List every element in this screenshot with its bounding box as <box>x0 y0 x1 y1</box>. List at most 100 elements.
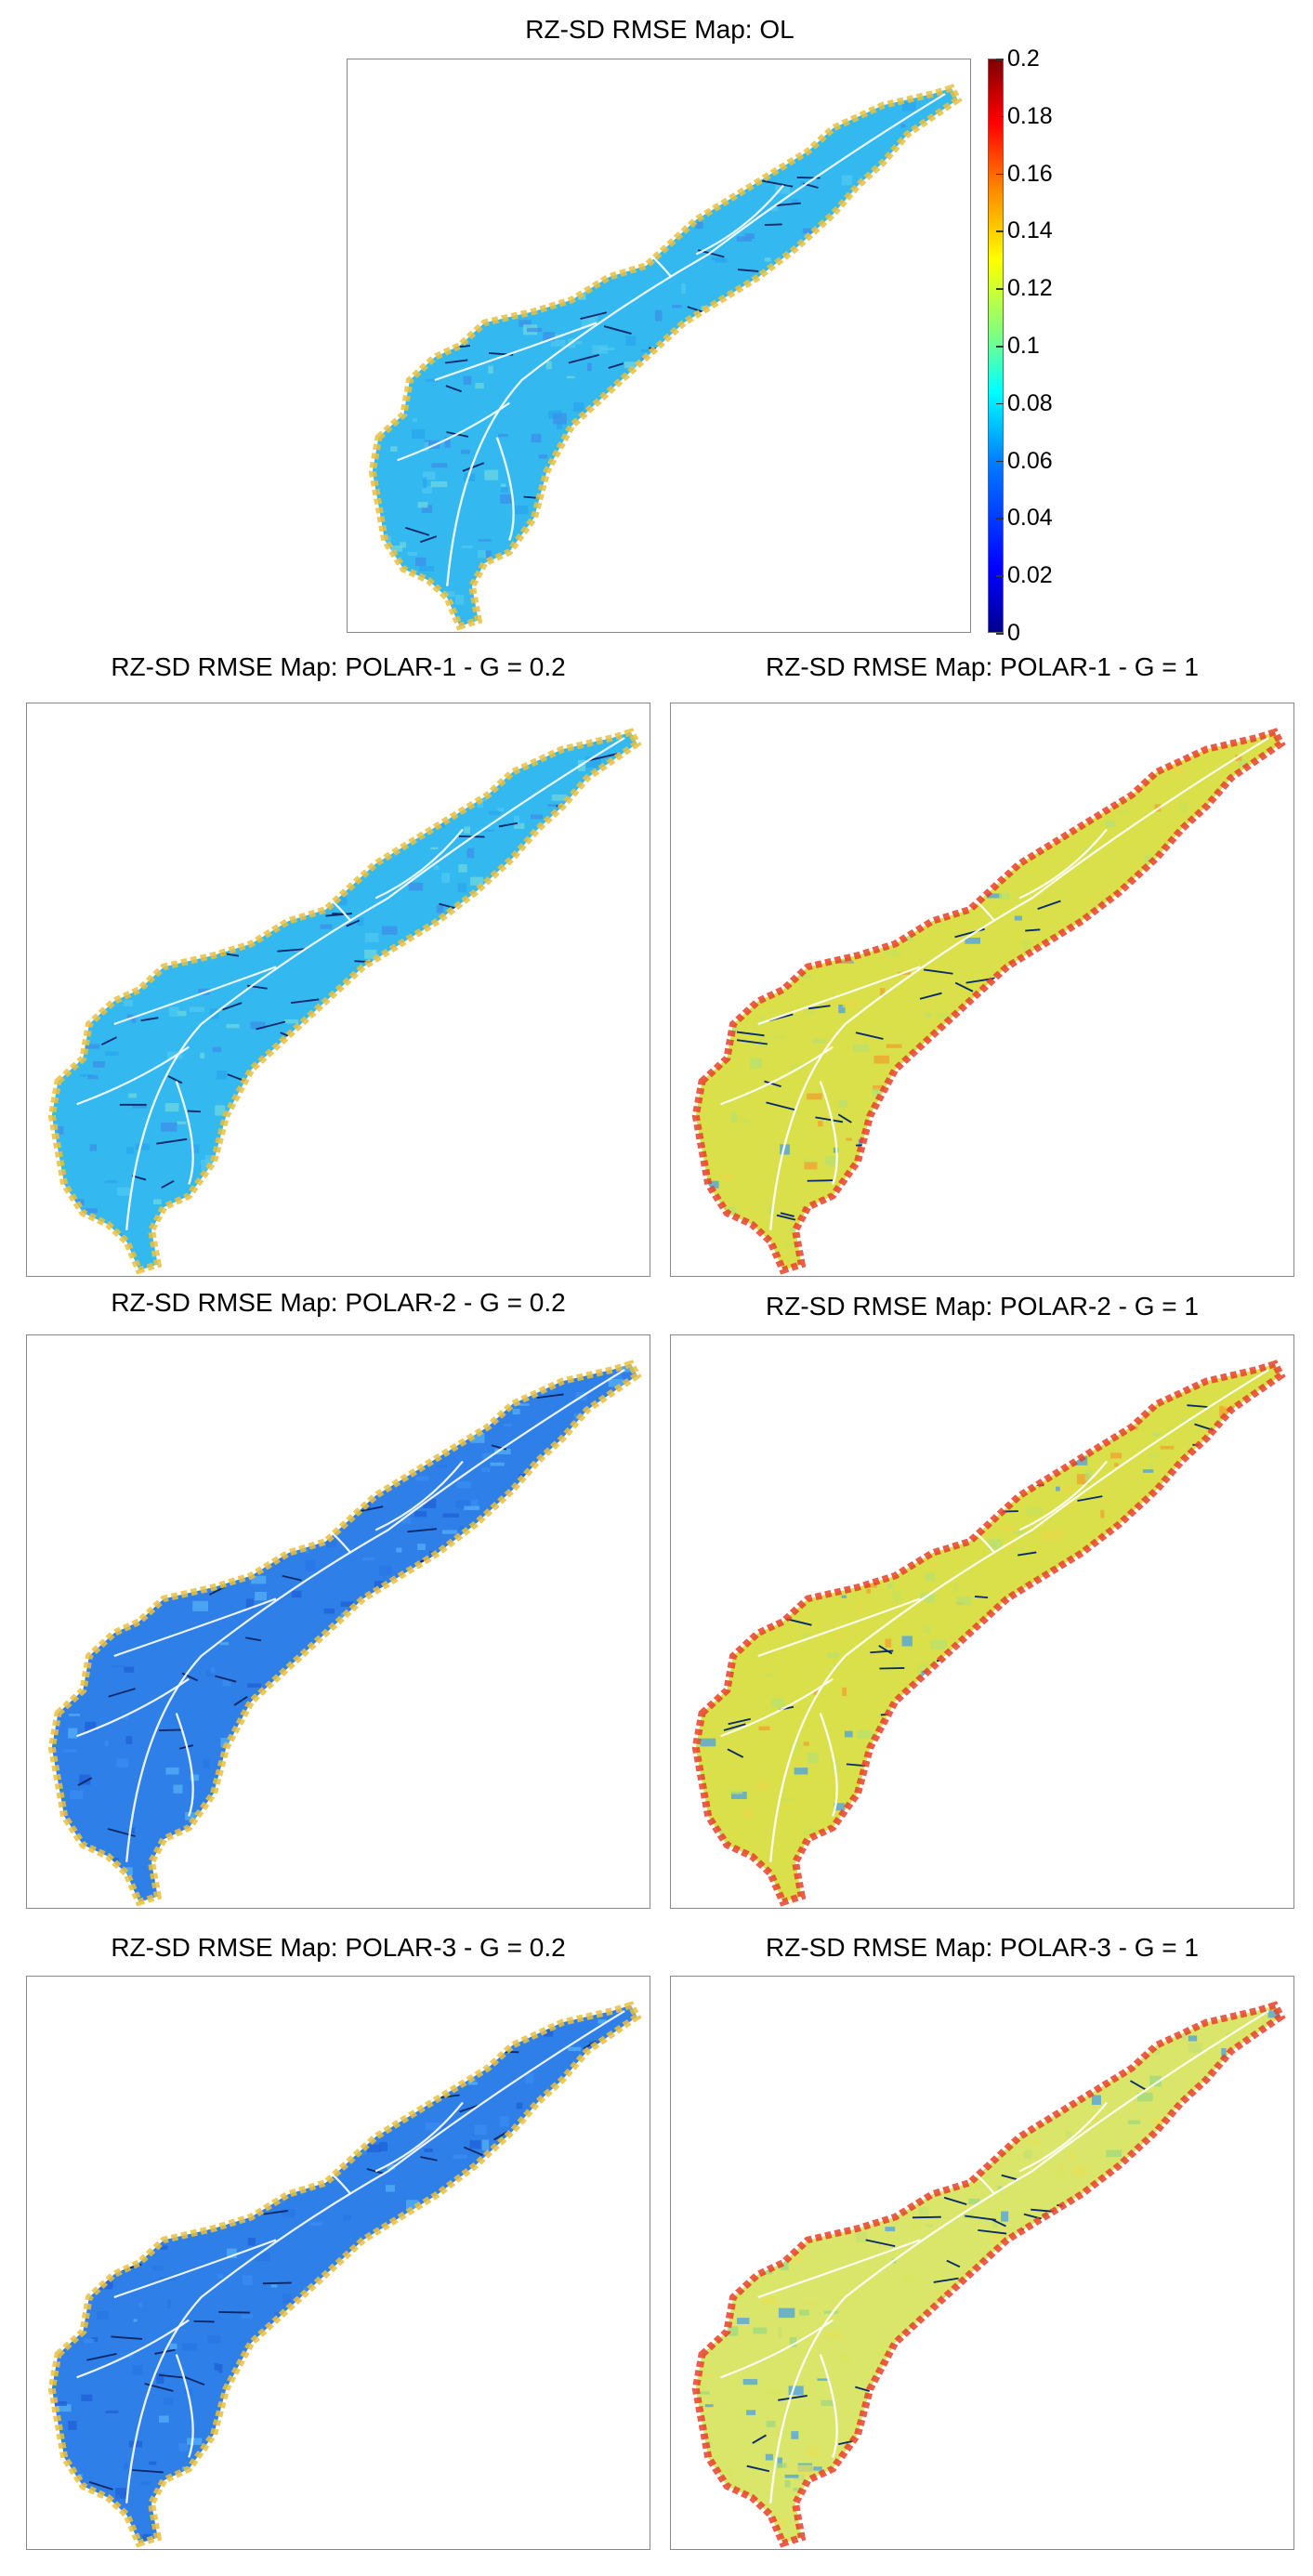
catchment-map <box>47 728 642 1276</box>
map-cell <box>428 78 435 86</box>
map-cell <box>610 770 626 777</box>
map-cell <box>538 454 548 459</box>
catchment-edge <box>47 2001 642 2548</box>
map-cell <box>1033 836 1044 847</box>
map-cell <box>438 961 446 966</box>
map-cell <box>201 912 211 923</box>
channel-line <box>1165 1826 1187 1831</box>
map-cell <box>33 1994 41 2005</box>
channel-line <box>1091 2321 1109 2327</box>
map-cell <box>502 1576 515 1583</box>
map-cell <box>168 2021 184 2030</box>
map-cell <box>460 450 470 454</box>
map-cell <box>381 1983 393 1987</box>
map-cell <box>793 1110 801 1115</box>
map-cell <box>1289 1982 1293 1988</box>
map-cell <box>1040 1787 1055 1794</box>
map-cell <box>724 2213 733 2223</box>
channel-line <box>486 2237 516 2244</box>
map-cell <box>415 1476 429 1481</box>
map-cell <box>739 1585 751 1591</box>
map-cell <box>778 2307 795 2319</box>
channel-line <box>100 1036 117 1045</box>
map-cell <box>480 1836 490 1846</box>
map-cell <box>1065 1129 1075 1137</box>
map-cell <box>1136 756 1142 760</box>
map-cell <box>1265 2183 1271 2188</box>
map-cell <box>380 1766 390 1770</box>
catchment-map <box>33 1983 642 2548</box>
channel-line <box>589 1762 614 1766</box>
map-cell <box>430 847 439 850</box>
map-cell <box>1153 1847 1166 1853</box>
map-cell <box>412 2364 422 2368</box>
map-cell <box>1173 766 1185 774</box>
map-cell <box>686 774 692 779</box>
map-cell <box>555 2513 564 2519</box>
map-cell <box>438 1403 444 1411</box>
channel-line <box>906 436 928 446</box>
map-cell <box>766 2421 776 2427</box>
map-cell <box>1152 2117 1167 2125</box>
map-cell <box>1267 1435 1274 1446</box>
map-cell <box>704 2535 715 2539</box>
map-cell <box>458 864 467 873</box>
map-cell <box>1081 1587 1095 1598</box>
map-cell <box>910 1413 918 1421</box>
map-cell <box>125 1504 138 1512</box>
map-cell <box>348 386 354 394</box>
map-cell <box>845 2518 856 2523</box>
channel-line <box>746 2464 770 2473</box>
map-cell <box>915 528 926 532</box>
map-cell <box>340 2293 354 2299</box>
map-cell <box>1087 952 1094 956</box>
map-cell <box>91 2337 98 2343</box>
map-cell <box>623 168 634 177</box>
channel-line <box>269 1053 295 1057</box>
map-cell <box>125 1736 133 1744</box>
map-cell <box>958 2346 973 2350</box>
map-cell <box>83 2338 95 2344</box>
map-cell <box>51 2241 58 2248</box>
channel-line <box>268 1744 291 1753</box>
channel-line <box>475 131 490 135</box>
map-cell <box>1180 2259 1194 2271</box>
channel-line <box>148 1376 164 1386</box>
channel-line <box>222 1002 243 1011</box>
map-cell <box>751 408 765 414</box>
map-cell <box>1021 1052 1032 1062</box>
map-cell <box>840 2206 854 2210</box>
map-cell <box>309 2025 314 2030</box>
map-cell <box>499 68 510 76</box>
map-cell <box>695 931 703 943</box>
map-cell <box>251 2468 265 2478</box>
map-cell <box>1043 1842 1056 1852</box>
map-cell <box>700 1392 707 1400</box>
map-cell <box>1156 1667 1172 1675</box>
channel-line <box>442 293 467 302</box>
map-cell <box>985 2414 1000 2425</box>
map-cell <box>130 930 140 937</box>
map-cell <box>131 1015 137 1023</box>
map-cell <box>367 2469 377 2477</box>
map-cell <box>327 1993 341 2000</box>
map-cell <box>267 799 276 806</box>
map-cell <box>961 2288 973 2297</box>
map-cell <box>344 838 352 847</box>
map-cell <box>332 1275 339 1276</box>
map-cell <box>381 1375 389 1382</box>
map-cell <box>402 2404 417 2411</box>
map-cell <box>931 203 941 212</box>
map-cell <box>113 919 122 925</box>
map-cell <box>37 1901 49 1908</box>
channel-line <box>88 2481 113 2491</box>
map-cell <box>842 889 858 900</box>
channel-line <box>536 1393 564 1400</box>
map-cell <box>1015 2033 1023 2040</box>
channel-line <box>1064 1441 1082 1450</box>
map-cell <box>1242 2237 1256 2248</box>
map-cell <box>566 375 575 379</box>
channel-line <box>805 2037 835 2048</box>
channel-line <box>1059 2045 1082 2053</box>
channel-line <box>957 1439 986 1443</box>
